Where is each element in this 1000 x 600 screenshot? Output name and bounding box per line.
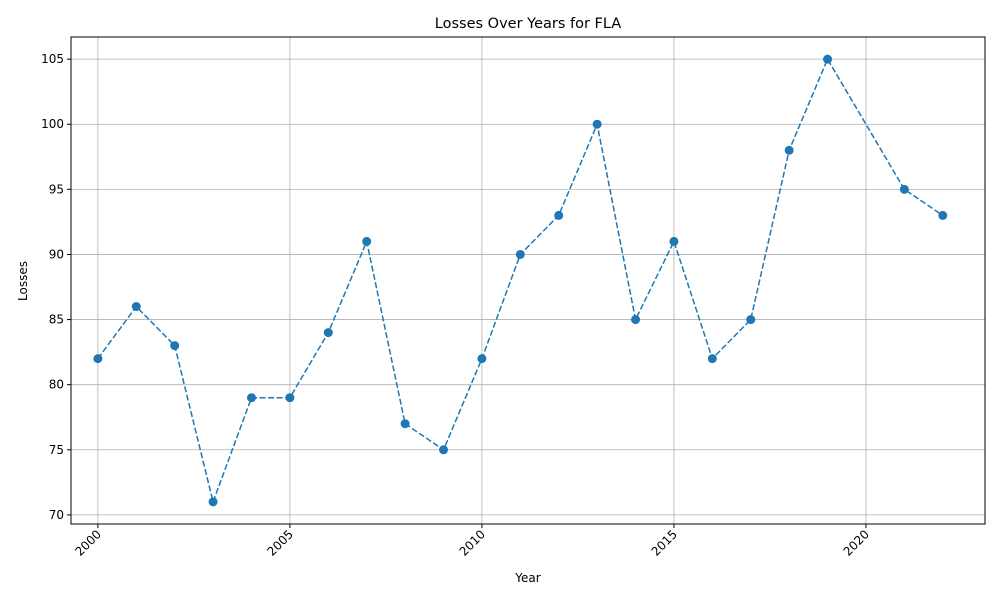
data-point	[208, 497, 218, 507]
y-axis-label: Losses	[16, 261, 30, 301]
data-point	[784, 145, 794, 155]
data-point	[554, 210, 564, 220]
data-point	[823, 54, 833, 64]
data-series	[93, 54, 948, 507]
y-axis-ticks: 70 75 80 85 90 95 100 105	[41, 52, 71, 522]
data-point	[669, 236, 679, 246]
y-tick-label: 95	[49, 182, 64, 196]
data-point	[400, 419, 410, 429]
data-point	[938, 210, 948, 220]
data-point	[93, 354, 103, 364]
x-axis-label: Year	[514, 571, 540, 585]
data-point	[362, 236, 372, 246]
data-point	[592, 119, 602, 129]
y-tick-label: 100	[41, 117, 64, 131]
plot-area	[71, 37, 985, 524]
y-tick-label: 80	[49, 378, 64, 392]
chart-title: Losses Over Years for FLA	[435, 16, 622, 32]
data-point	[323, 328, 333, 338]
losses-line	[97, 57, 944, 505]
data-point	[439, 445, 449, 455]
data-point	[899, 184, 909, 194]
plot-frame	[70, 36, 986, 525]
data-point	[707, 354, 717, 364]
y-tick-label: 75	[49, 443, 64, 457]
y-tick-label: 85	[49, 313, 64, 327]
data-point	[170, 341, 180, 351]
data-point	[746, 315, 756, 325]
data-point	[131, 302, 141, 312]
data-point	[477, 354, 487, 364]
grid-lines	[71, 37, 985, 524]
y-tick-label: 105	[41, 52, 64, 66]
data-point	[246, 393, 256, 403]
y-tick-label: 70	[49, 508, 64, 522]
y-tick-label: 90	[49, 247, 64, 261]
data-point	[631, 315, 641, 325]
data-point	[285, 393, 295, 403]
data-point	[515, 249, 525, 259]
